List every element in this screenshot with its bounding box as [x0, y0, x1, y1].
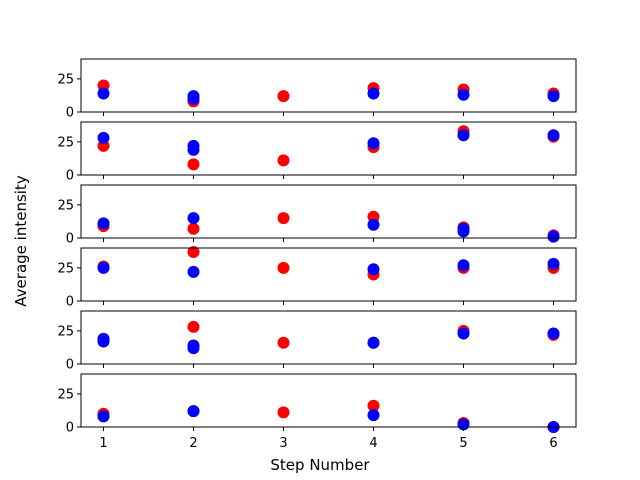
x-tick-label: 6 [549, 436, 557, 451]
x-tick-label: 5 [459, 436, 467, 451]
y-tick-label: 25 [57, 135, 74, 150]
blue-point [187, 212, 200, 225]
subplot-frame [80, 310, 577, 365]
blue-point [367, 87, 380, 100]
x-axis-label: Step Number [270, 456, 370, 474]
blue-point [457, 88, 470, 101]
blue-point [97, 87, 110, 100]
blue-point [97, 131, 110, 144]
blue-point [547, 257, 560, 270]
x-tick-label: 4 [369, 436, 377, 451]
y-tick-label: 0 [66, 421, 74, 436]
blue-point [457, 418, 470, 431]
subplot-6: 0 25 [57, 373, 577, 436]
x-tick-label: 3 [279, 436, 287, 451]
red-point [277, 154, 290, 167]
subplot-frame [80, 58, 577, 113]
red-point [187, 158, 200, 171]
y-tick-label: 0 [66, 232, 74, 247]
blue-point [547, 327, 560, 340]
blue-point [367, 137, 380, 150]
blue-point [547, 90, 560, 103]
red-point [277, 336, 290, 349]
y-tick-label: 25 [57, 387, 74, 402]
subplot-4: 0 25 [57, 245, 577, 310]
red-point [187, 320, 200, 333]
red-point [277, 261, 290, 274]
blue-point [367, 218, 380, 231]
subplot-5: 0 25 [57, 310, 577, 373]
blue-point [97, 410, 110, 423]
blue-point [367, 336, 380, 349]
red-point [367, 399, 380, 412]
blue-point [547, 129, 560, 142]
y-axis-label: Average intensity [12, 175, 30, 307]
red-point [187, 222, 200, 235]
blue-point [187, 342, 200, 355]
y-tick-label: 25 [57, 261, 74, 276]
blue-point [97, 261, 110, 274]
y-tick-label: 25 [57, 324, 74, 339]
y-tick-label: 25 [57, 72, 74, 87]
blue-point [457, 259, 470, 272]
red-point [277, 212, 290, 225]
blue-point [457, 222, 470, 235]
blue-point [97, 332, 110, 345]
blue-point [457, 327, 470, 340]
y-tick-label: 0 [66, 295, 74, 310]
y-tick-label: 0 [66, 106, 74, 121]
blue-point [187, 265, 200, 278]
red-point [277, 406, 290, 419]
x-tick-label: 2 [189, 436, 197, 451]
blue-point [367, 409, 380, 422]
subplot-2: 0 25 [57, 121, 577, 184]
subplot-frame [80, 121, 577, 176]
red-point [187, 245, 200, 258]
blue-point [547, 230, 560, 243]
red-point [277, 90, 290, 103]
subplot-3: 0 25 [57, 184, 577, 247]
y-tick-label: 25 [57, 198, 74, 213]
x-tick-label: 1 [99, 436, 107, 451]
blue-point [367, 263, 380, 276]
blue-point [457, 129, 470, 142]
subplot-frame [80, 247, 577, 302]
shared-x-axis: 1 2 3 4 5 6 [99, 436, 557, 451]
y-tick-label: 0 [66, 169, 74, 184]
blue-point [187, 92, 200, 105]
subplot-1: 0 25 [57, 58, 577, 121]
subplot-panels: 0 25 0 25 0 25 0 25 0 25 0 25 [57, 58, 577, 436]
blue-point [187, 143, 200, 156]
blue-point [97, 217, 110, 230]
y-tick-label: 0 [66, 358, 74, 373]
blue-point [187, 405, 200, 418]
subplot-frame [80, 184, 577, 239]
subplot-frame [80, 373, 577, 428]
